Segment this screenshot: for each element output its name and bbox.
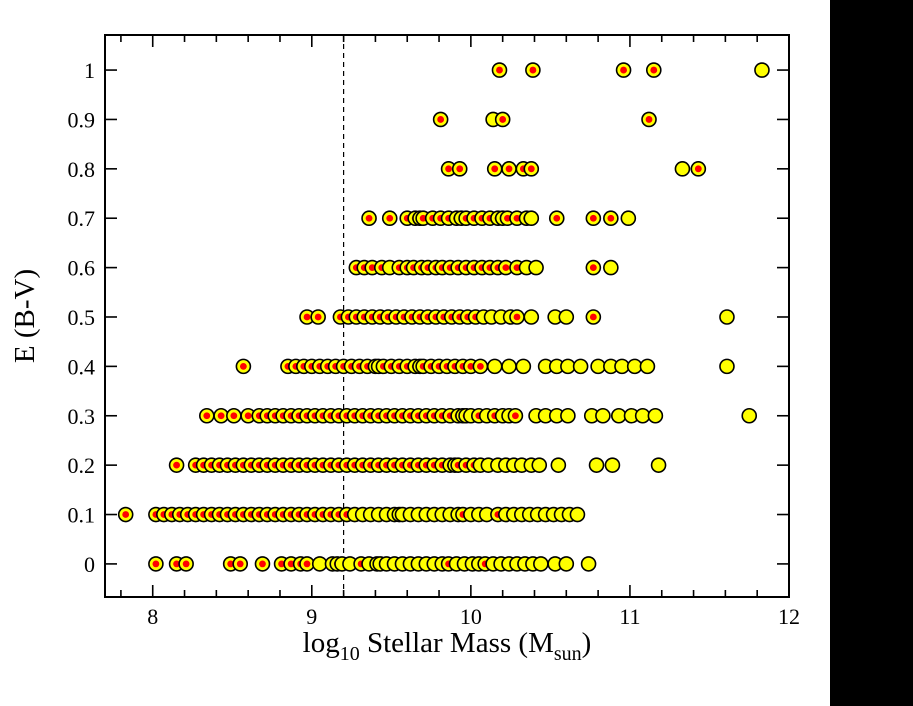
svg-text:8: 8 (147, 604, 158, 629)
axis-ticks (105, 35, 790, 597)
svg-text:0.2: 0.2 (68, 453, 96, 478)
svg-text:0.4: 0.4 (68, 354, 96, 379)
svg-text:0.1: 0.1 (68, 503, 96, 528)
y-tick-labels: 0 0.1 0.2 0.3 0.4 0.5 0.6 0.7 0.8 0.9 1 (68, 58, 96, 577)
scatter-plot-svg: 8 9 10 11 12 0 0.1 0.2 0.3 0.4 0.5 0.6 0.7 0.8 0.9 1 E (… (0, 0, 830, 706)
right-black-strip (830, 0, 913, 706)
svg-text:11: 11 (619, 604, 640, 629)
svg-text:0.6: 0.6 (68, 256, 96, 281)
svg-text:0.3: 0.3 (68, 404, 96, 429)
plot-background (0, 0, 830, 706)
y-axis-label: E (B-V) (9, 269, 41, 363)
data-points (117, 62, 770, 572)
svg-text:0: 0 (84, 552, 95, 577)
x-tick-labels: 8 9 10 11 12 (147, 604, 800, 629)
scatter-plot-figure: 8 9 10 11 12 0 0.1 0.2 0.3 0.4 0.5 0.6 0.7 0.8 0.9 1 E (… (0, 0, 830, 706)
svg-text:9: 9 (306, 604, 317, 629)
svg-text:0.7: 0.7 (68, 206, 96, 231)
svg-text:0.9: 0.9 (68, 107, 96, 132)
svg-text:1: 1 (84, 58, 95, 83)
svg-text:0.8: 0.8 (68, 157, 96, 182)
svg-text:12: 12 (778, 604, 800, 629)
svg-text:0.5: 0.5 (68, 305, 96, 330)
svg-text:10: 10 (460, 604, 482, 629)
x-axis-label: log10 Stellar Mass (Msun) (303, 627, 592, 665)
plot-frame (104, 34, 790, 598)
